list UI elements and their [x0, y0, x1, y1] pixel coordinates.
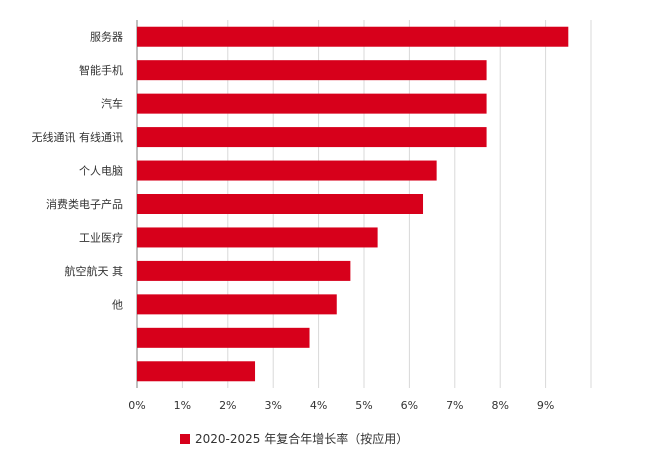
legend-label: 2020-2025 年复合年增长率（按应用）	[195, 432, 409, 446]
x-tick-label: 1%	[174, 399, 191, 412]
legend-swatch	[180, 433, 190, 444]
category-label: 无线通讯 有线通讯	[32, 130, 124, 144]
bar	[137, 294, 337, 315]
x-tick-label: 3%	[264, 399, 281, 412]
bar	[137, 26, 569, 47]
category-label: 工业医疗	[79, 230, 123, 244]
category-label: 汽车	[101, 97, 123, 111]
category-label: 航空航天 其	[65, 264, 124, 278]
category-label: 消费类电子产品	[46, 197, 123, 211]
bar	[137, 93, 487, 114]
x-tick-label: 6%	[401, 399, 418, 412]
bar	[137, 327, 310, 348]
category-label: 智能手机	[79, 63, 123, 77]
bar	[137, 227, 378, 248]
x-tick-label: 0%	[128, 399, 145, 412]
x-tick-label: 2%	[219, 399, 236, 412]
x-tick-label: 7%	[446, 399, 463, 412]
bar	[137, 127, 487, 148]
bar	[137, 361, 256, 382]
bar	[137, 194, 424, 214]
category-label: 个人电脑	[79, 165, 123, 178]
bar	[137, 160, 437, 181]
x-tick-label: 9%	[537, 399, 554, 412]
legend: 2020-2025 年复合年增长率（按应用）	[180, 430, 408, 447]
bar	[137, 260, 351, 281]
category-label: 他	[112, 298, 123, 311]
bar	[137, 60, 487, 81]
x-tick-label: 5%	[355, 399, 372, 412]
x-tick-label: 8%	[491, 399, 508, 412]
category-label: 服务器	[90, 31, 123, 44]
x-tick-label: 4%	[310, 399, 327, 412]
